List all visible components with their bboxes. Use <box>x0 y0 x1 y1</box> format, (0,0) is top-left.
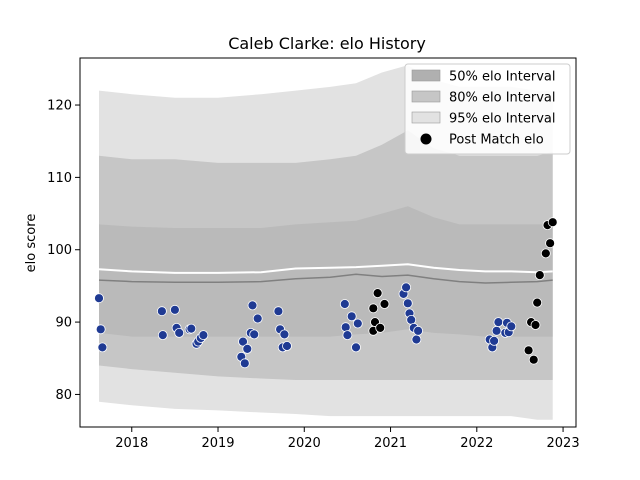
y-tick-label: 120 <box>47 99 72 114</box>
history-elo-point <box>339 299 350 309</box>
legend-label: 80% elo Interval <box>449 91 556 106</box>
history-elo-point <box>493 317 504 328</box>
legend-swatch <box>411 111 441 124</box>
history-elo-point <box>94 293 104 304</box>
chart-title: Caleb Clarke: elo History <box>228 34 426 53</box>
history-elo-point <box>282 341 292 351</box>
x-tick-label: 2020 <box>288 436 321 451</box>
x-axis: 2018 2019 2020 2021 2022 2023 <box>115 427 580 451</box>
history-elo-point <box>401 282 412 293</box>
post-match-elo-point <box>530 320 541 330</box>
median-elo-line <box>98 263 553 274</box>
post-match-elo-point <box>532 297 543 308</box>
legend: 50% elo Interval 80% elo Interval 95% elo … <box>404 63 571 155</box>
mean-elo-line <box>98 273 553 284</box>
x-tick-label: 2022 <box>460 436 493 451</box>
legend-label: 50% elo Interval <box>449 70 556 85</box>
history-elo-point <box>346 311 357 322</box>
history-elo-point <box>351 342 361 353</box>
history-elo-point <box>340 322 351 333</box>
history-elo-point <box>198 330 209 341</box>
legend-label: 95% elo Interval <box>449 112 556 127</box>
history-elo-point <box>352 318 363 329</box>
band-50-interval <box>99 206 553 337</box>
history-elo-point <box>411 334 422 345</box>
history-elo-point <box>238 336 248 347</box>
history-elo-point <box>95 324 106 335</box>
legend-swatch <box>411 90 441 103</box>
post-match-elo-point <box>372 288 383 299</box>
history-elo-point <box>174 327 185 338</box>
history-elo-point <box>169 304 180 315</box>
history-elo-point <box>491 325 502 336</box>
y-tick-label: 80 <box>55 388 72 403</box>
legend-marker <box>420 133 432 145</box>
post-match-elo-point <box>528 354 539 365</box>
history-elo-point <box>186 323 197 334</box>
history-elo-point <box>342 330 353 341</box>
y-axis-label: elo score <box>24 214 39 273</box>
post-match-elo-point <box>379 299 390 309</box>
history-elo-point <box>413 325 424 336</box>
post-match-elo-point <box>368 303 379 314</box>
legend-swatch <box>411 69 441 82</box>
y-tick-label: 100 <box>47 243 72 258</box>
history-elo-point <box>239 358 250 369</box>
axes-frame <box>79 57 577 428</box>
history-elo-point <box>249 329 260 340</box>
post-match-elo-point <box>540 248 551 259</box>
y-tick-label: 110 <box>47 171 72 186</box>
y-axis: 80 90 100 110 120 <box>47 99 80 403</box>
y-tick-label: 90 <box>55 316 72 331</box>
x-tick-label: 2023 <box>547 436 580 451</box>
x-tick-label: 2019 <box>201 436 234 451</box>
history-elo-point <box>252 313 263 324</box>
history-elo-point <box>273 306 284 317</box>
history-elo-point <box>279 329 290 340</box>
post-match-elo-point <box>534 270 545 281</box>
history-elo-point <box>506 321 517 332</box>
history-elo-point <box>156 306 167 317</box>
history-elo-point <box>402 298 413 309</box>
post-match-elo-point <box>545 238 555 249</box>
history-elo-point <box>97 342 108 353</box>
x-tick-label: 2021 <box>374 436 407 451</box>
x-tick-label: 2018 <box>115 436 148 451</box>
post-match-elo-point <box>375 322 386 333</box>
history-elo-point <box>157 330 168 341</box>
legend-label: Post Match elo <box>449 133 544 148</box>
history-elo-point <box>247 300 258 311</box>
legend-box <box>404 63 571 155</box>
history-elo-point <box>489 335 500 346</box>
post-match-elo-point <box>523 345 534 356</box>
history-elo-point <box>242 343 253 354</box>
post-match-elo-point <box>547 217 558 228</box>
